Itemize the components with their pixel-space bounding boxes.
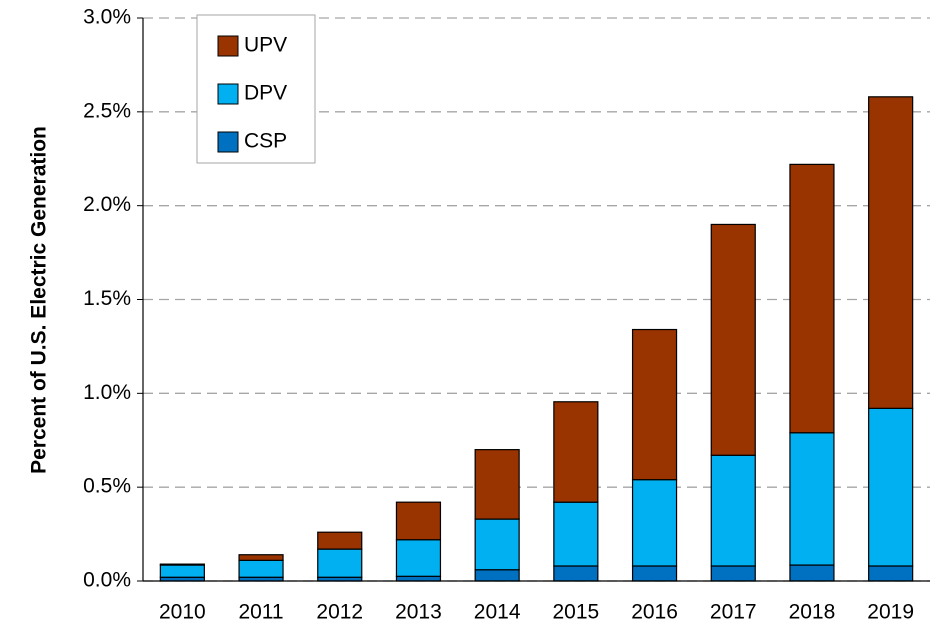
y-tick-label: 0.5% xyxy=(83,475,131,498)
bar-segment xyxy=(553,401,599,503)
bar-segment xyxy=(710,223,756,456)
bar-segment xyxy=(710,454,756,567)
bar-segment xyxy=(159,563,205,566)
bar-segment xyxy=(474,518,520,571)
y-tick-label: 3.0% xyxy=(83,6,131,29)
y-tick-label: 1.0% xyxy=(83,381,131,404)
bar-segment xyxy=(474,449,520,520)
bar-segment xyxy=(868,565,914,582)
bar-segment xyxy=(789,564,835,582)
bar-segment xyxy=(868,407,914,567)
x-tick-label: 2012 xyxy=(316,601,363,624)
x-tick-label: 2018 xyxy=(789,601,836,624)
bar-segment xyxy=(553,501,599,567)
x-tick-label: 2014 xyxy=(474,601,521,624)
bar-segment xyxy=(631,565,678,582)
bar-segment xyxy=(631,328,678,481)
x-tick-label: 2019 xyxy=(867,601,914,624)
bar-segment xyxy=(710,565,756,582)
legend-box xyxy=(196,14,316,164)
x-tick-label: 2011 xyxy=(238,601,283,624)
bar-segment xyxy=(159,564,205,578)
legend-label: CSP xyxy=(244,130,287,153)
x-tick-label: 2010 xyxy=(159,601,206,624)
bar-segment xyxy=(631,479,678,567)
bar-segment xyxy=(395,501,442,541)
x-tick-label: 2017 xyxy=(710,601,757,624)
legend-swatch xyxy=(217,83,239,105)
y-tick-label: 0.0% xyxy=(83,569,131,592)
bar-segment xyxy=(553,565,599,582)
bar-segment xyxy=(474,569,520,582)
legend-label: DPV xyxy=(244,82,287,105)
bar-segment xyxy=(238,559,284,578)
bar-segment xyxy=(395,575,442,582)
y-tick-label: 2.5% xyxy=(83,99,131,122)
bar-segment xyxy=(238,554,284,561)
legend-swatch xyxy=(217,35,239,57)
bar-segment xyxy=(395,539,442,577)
legend-label: UPV xyxy=(244,34,287,57)
bar-segment xyxy=(868,96,914,409)
y-axis-label: Percent of U.S. Electric Generation xyxy=(28,126,51,474)
x-tick-label: 2013 xyxy=(395,601,442,624)
bar-segment xyxy=(789,432,835,566)
bar-segment xyxy=(317,531,363,550)
x-tick-label: 2015 xyxy=(552,601,599,624)
bar-segment xyxy=(789,163,835,434)
y-tick-label: 2.0% xyxy=(83,193,131,216)
y-tick-label: 1.5% xyxy=(83,287,131,310)
x-tick-label: 2016 xyxy=(631,601,678,624)
bar-segment xyxy=(317,548,363,578)
legend-swatch xyxy=(217,131,239,153)
